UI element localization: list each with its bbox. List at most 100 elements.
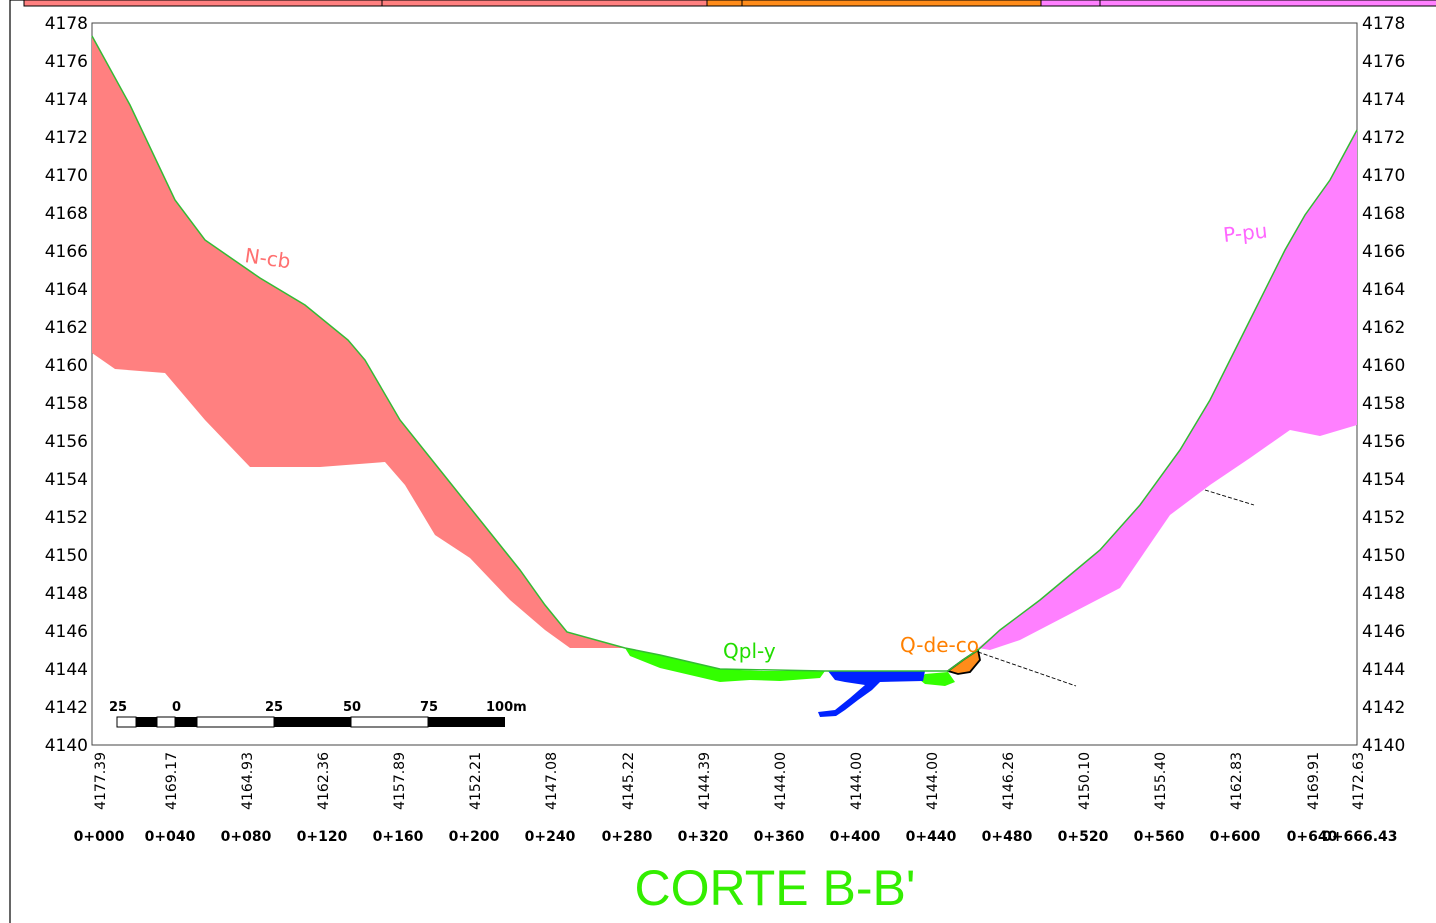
elevation-label: 4164.93 [240, 752, 256, 810]
scale-label-2: 25 [265, 700, 283, 715]
y-tick-right: 4162 [1362, 318, 1405, 338]
y-tick-right: 4148 [1362, 584, 1405, 604]
station-label: 0+080 [221, 829, 272, 845]
scale-segment-1 [116, 716, 137, 728]
y-tick-left: 4146 [45, 622, 88, 642]
elevation-label: 4146.26 [1001, 752, 1017, 810]
unit-ppu-polygon [978, 130, 1357, 650]
elevation-label: 4162.83 [1229, 752, 1245, 810]
y-tick-left: 4158 [45, 394, 88, 414]
scale-segment-2 [136, 717, 157, 727]
elevation-label: 4145.22 [621, 752, 637, 810]
scale-segment-7 [350, 716, 429, 728]
page-frame [9, 0, 1436, 923]
scale-segment-3 [156, 716, 176, 728]
station-label: 0+000 [74, 829, 125, 845]
top-strip [23, 0, 1436, 7]
scale-label-1: 0 [172, 700, 181, 715]
scale-segment-8 [428, 717, 505, 727]
y-tick-right: 4142 [1362, 698, 1405, 718]
station-label: 0+440 [906, 829, 957, 845]
y-tick-left: 4170 [45, 166, 88, 186]
y-tick-right: 4156 [1362, 432, 1405, 452]
elevation-label: 4162.36 [316, 752, 332, 810]
y-axis-left: 4178 4176 4174 4172 4170 4168 4166 4164 4162 4160… [45, 14, 88, 756]
station-label: 0+040 [145, 829, 196, 845]
elevation-label: 4169.17 [164, 752, 180, 810]
elevation-label: 4169.91 [1306, 752, 1322, 810]
elevation-label: 4144.39 [697, 752, 713, 810]
elevation-label: 4144.00 [773, 752, 789, 810]
station-label: 0+520 [1058, 829, 1109, 845]
station-label: 0+600 [1210, 829, 1261, 845]
station-label: 0+360 [754, 829, 805, 845]
y-tick-left: 4152 [45, 508, 88, 528]
station-label: 0+640 [1287, 829, 1338, 845]
top-strip-ppu [1040, 0, 1436, 7]
scale-bar: 25 0 25 50 75 100m [109, 700, 527, 728]
y-tick-left: 4176 [45, 52, 88, 72]
y-tick-right: 4172 [1362, 128, 1405, 148]
y-tick-right: 4146 [1362, 622, 1405, 642]
top-strip-qdeco [706, 0, 1042, 7]
station-label: 0+666.43 [1322, 829, 1398, 845]
y-tick-right: 4160 [1362, 356, 1405, 376]
y-tick-right: 4170 [1362, 166, 1405, 186]
elevation-label: 4172.63 [1351, 752, 1367, 810]
y-tick-right: 4158 [1362, 394, 1405, 414]
y-tick-right: 4150 [1362, 546, 1405, 566]
label-qdeco: Q-de-co [900, 633, 979, 657]
station-label: 0+200 [449, 829, 500, 845]
scale-segment-6 [274, 717, 351, 727]
y-tick-right: 4154 [1362, 470, 1405, 490]
y-tick-right: 4176 [1362, 52, 1405, 72]
dashed-contact-2 [1204, 489, 1255, 506]
y-tick-left: 4150 [45, 546, 88, 566]
y-tick-right: 4166 [1362, 242, 1405, 262]
y-tick-left: 4162 [45, 318, 88, 338]
unit-qply-polygon [625, 648, 825, 682]
y-tick-left: 4178 [45, 14, 88, 34]
y-tick-right: 4174 [1362, 90, 1405, 110]
station-label: 0+240 [525, 829, 576, 845]
scale-segment-5 [196, 716, 275, 728]
scale-label-4: 75 [420, 700, 438, 715]
y-tick-left: 4174 [45, 90, 88, 110]
station-label: 0+560 [1134, 829, 1185, 845]
elevation-label: 4144.00 [849, 752, 865, 810]
elevation-label: 4157.89 [392, 752, 408, 810]
y-tick-left: 4164 [45, 280, 88, 300]
y-tick-right: 4168 [1362, 204, 1405, 224]
y-tick-left: 4172 [45, 128, 88, 148]
station-label: 0+400 [830, 829, 881, 845]
label-qply: Qpl-y [723, 639, 776, 663]
top-strip-ncb-1 [23, 0, 383, 7]
elevation-label: 4144.00 [925, 752, 941, 810]
station-label: 0+280 [602, 829, 653, 845]
elevation-label: 4155.40 [1153, 752, 1169, 810]
scale-label-5: 100m [486, 700, 527, 715]
y-tick-left: 4168 [45, 204, 88, 224]
ground-surface-line [91, 35, 1358, 672]
label-ncb: N-cb [243, 243, 292, 273]
y-tick-right: 4178 [1362, 14, 1405, 34]
y-tick-left: 4148 [45, 584, 88, 604]
y-tick-left: 4160 [45, 356, 88, 376]
y-tick-right: 4144 [1362, 660, 1405, 680]
station-label: 0+120 [297, 829, 348, 845]
y-tick-right: 4140 [1362, 736, 1405, 756]
y-tick-right: 4152 [1362, 508, 1405, 528]
section-title: CORTE B-B' [635, 860, 916, 916]
station-label: 0+320 [678, 829, 729, 845]
elevation-label: 4177.39 [93, 752, 109, 810]
y-tick-right: 4164 [1362, 280, 1405, 300]
elevation-label: 4147.08 [544, 752, 560, 810]
station-label: 0+480 [982, 829, 1033, 845]
y-tick-left: 4144 [45, 660, 88, 680]
y-tick-left: 4140 [45, 736, 88, 756]
water-body [818, 671, 925, 717]
elevation-label: 4150.10 [1077, 752, 1093, 810]
y-tick-left: 4154 [45, 470, 88, 490]
station-label: 0+160 [373, 829, 424, 845]
